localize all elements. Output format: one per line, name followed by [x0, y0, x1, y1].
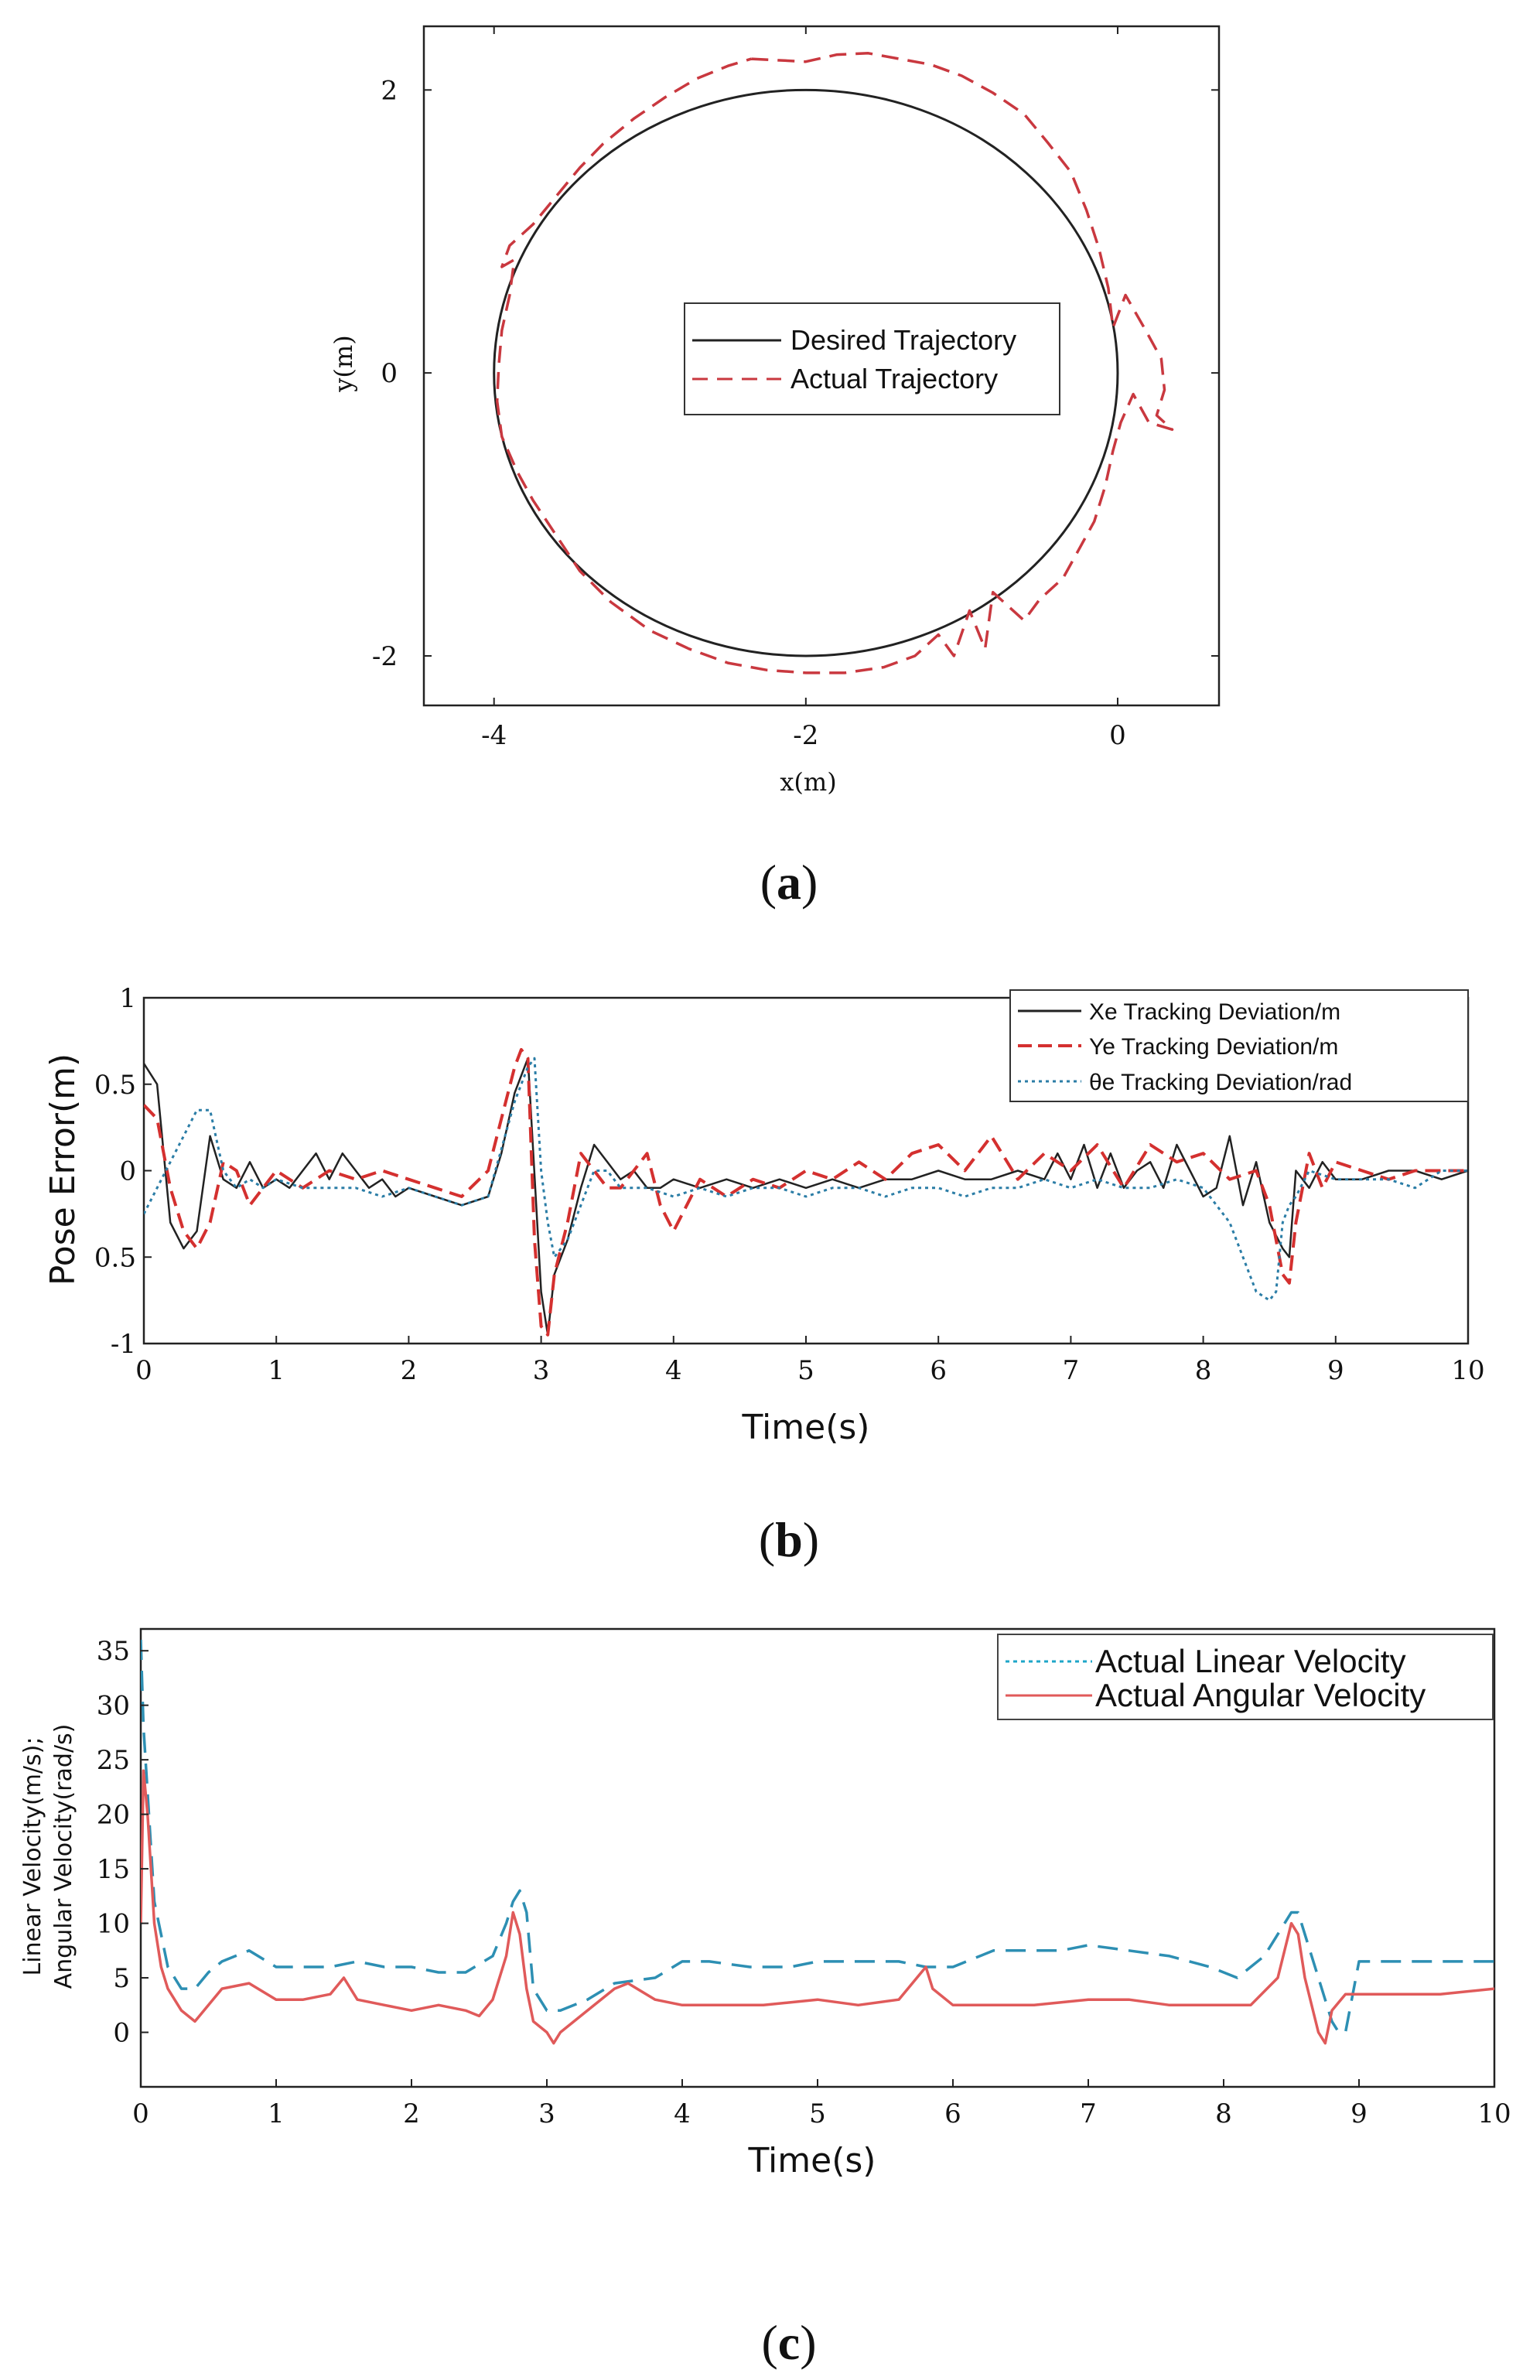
panel-b-xtick-label: 0	[135, 1355, 152, 1386]
panel-b-xtick-label: 3	[533, 1355, 550, 1386]
panel-b-series-xe	[144, 1057, 1468, 1337]
panel-c-ylabel-line1: Linear Velocity(m/s);	[19, 1737, 46, 1976]
panel-c-ylabel-line2: Angular Velocity(rad/s)	[50, 1724, 77, 1989]
panel-b-legend: Xe Tracking Deviation/m Ye Tracking Devi…	[1009, 989, 1469, 1102]
panel-c-ytick-label: 15	[97, 1854, 130, 1885]
panel-b-xlabel: Time(s)	[742, 1408, 870, 1447]
panel-a-xtick-label: -4	[481, 720, 507, 751]
panel-c-xtick-label: 1	[268, 2098, 285, 2129]
panel-b-xtick-label: 10	[1451, 1355, 1484, 1386]
panel-c-xtick-label: 6	[944, 2098, 961, 2129]
panel-a-frame	[422, 25, 1221, 707]
panel-b-xtick-label: 8	[1195, 1355, 1212, 1386]
panel-b-xtick-label: 9	[1327, 1355, 1344, 1386]
panel-b-ytick-label: -1	[111, 1329, 136, 1360]
panel-b-ytick-label: 0	[119, 1156, 136, 1187]
panel-c-legend-box	[997, 1634, 1494, 1720]
panel-a-plot-area	[493, 52, 1174, 674]
panel-b-xtick-label: 1	[268, 1355, 285, 1386]
panel-c-ytick-label: 20	[97, 1800, 130, 1831]
panel-c-xtick-label: 10	[1477, 2098, 1511, 2129]
panel-b-pose-error: 0 1 2 3 4 5 6 7 8 9 10 -1 0.5 0 0.5 1 Time(s) Pose Erro…	[43, 983, 1485, 1567]
panel-b-plot-area	[144, 1048, 1468, 1337]
panel-b-legend-box	[1009, 989, 1469, 1102]
panel-a-ytick-label: -2	[372, 641, 398, 672]
panel-a-desired-trajectory	[493, 88, 1119, 657]
panel-b-legend-xe: Xe Tracking Deviation/m	[1089, 999, 1340, 1025]
panel-c-xtick-label: 9	[1350, 2098, 1368, 2129]
panel-a-ticks: -4 -2 0 -2 0 2	[372, 26, 1219, 751]
panel-b-legend-ye: Ye Tracking Deviation/m	[1089, 1034, 1338, 1060]
panel-a-xtick-label: -2	[793, 720, 818, 751]
panel-c-series-angular	[141, 1769, 1494, 2045]
panel-a-xtick-label: 0	[1109, 720, 1126, 751]
panel-a-actual-trajectory	[495, 52, 1174, 674]
panel-c-legend: Actual Linear Velocity Actual Angular Ve…	[997, 1634, 1494, 1720]
panel-c-xtick-label: 4	[674, 2098, 691, 2129]
panel-b-xtick-label: 4	[665, 1355, 682, 1386]
panel-c-plot-area	[141, 1640, 1494, 2045]
panel-c-ytick-label: 10	[97, 1909, 130, 1940]
panel-a-ylabel: y(m)	[329, 335, 358, 392]
panel-b-label: (b)	[759, 1512, 819, 1567]
panel-b-xtick-label: 2	[401, 1355, 418, 1386]
panel-b-xtick-label: 6	[930, 1355, 947, 1386]
panel-b-legend-theta: θe Tracking Deviation/rad	[1089, 1070, 1352, 1095]
panel-c-xtick-label: 7	[1080, 2098, 1097, 2129]
panel-c-ytick-label: 25	[97, 1745, 130, 1776]
panel-a-legend-actual: Actual Trajectory	[790, 363, 998, 394]
panel-b-series-ye	[144, 1048, 1468, 1337]
panel-c-legend-linear: Actual Linear Velocity	[1095, 1643, 1406, 1679]
panel-b-ticks: 0 1 2 3 4 5 6 7 8 9 10 -1 0.5 0 0.5 1	[94, 983, 1485, 1386]
panel-a-legend: Desired Trajectory Actual Trajectory	[684, 302, 1060, 415]
panel-c-xtick-label: 0	[132, 2098, 149, 2129]
panel-c-ticks: 0 1 2 3 4 5 6 7 8 9 10 0 5 10 15 20 25 30 35	[97, 1636, 1511, 2129]
panel-c-velocity: 0 1 2 3 4 5 6 7 8 9 10 0 5 10 15 20 25 30 35 Time(s) Linea…	[19, 1627, 1511, 2370]
panel-b-ytick-label: 0.5	[94, 1070, 136, 1101]
panel-a-legend-box	[684, 302, 1060, 415]
panel-a-trajectory: -4 -2 0 -2 0 2 x(m) y(m) Desired Trajectory A…	[329, 25, 1221, 910]
panel-b-xtick-label: 7	[1063, 1355, 1080, 1386]
panel-c-ytick-label: 30	[97, 1691, 130, 1722]
panel-a-legend-desired: Desired Trajectory	[790, 324, 1016, 356]
panel-a-label: (a)	[760, 855, 818, 910]
panel-a-ytick-label: 0	[381, 358, 398, 389]
panel-c-ytick-label: 35	[97, 1636, 130, 1667]
panel-a-xlabel: x(m)	[780, 767, 836, 797]
panel-c-xlabel: Time(s)	[748, 2141, 876, 2180]
panel-c-xtick-label: 3	[538, 2098, 555, 2129]
panel-b-ytick-label: 1	[119, 983, 136, 1014]
panel-c-ytick-label: 5	[113, 1963, 130, 1994]
panel-b-ylabel: Pose Error(m)	[43, 1053, 83, 1286]
panel-c-label: (c)	[761, 2315, 816, 2370]
panel-c-xtick-label: 5	[809, 2098, 826, 2129]
panel-b-xtick-label: 5	[797, 1355, 814, 1386]
panel-a-ytick-label: 2	[381, 75, 398, 106]
panel-c-legend-angular: Actual Angular Velocity	[1095, 1677, 1426, 1713]
panel-c-ytick-label: 0	[113, 2018, 130, 2049]
panel-c-xtick-label: 8	[1215, 2098, 1232, 2129]
panel-b-ytick-label: 0.5	[94, 1242, 136, 1273]
panel-c-xtick-label: 2	[403, 2098, 420, 2129]
